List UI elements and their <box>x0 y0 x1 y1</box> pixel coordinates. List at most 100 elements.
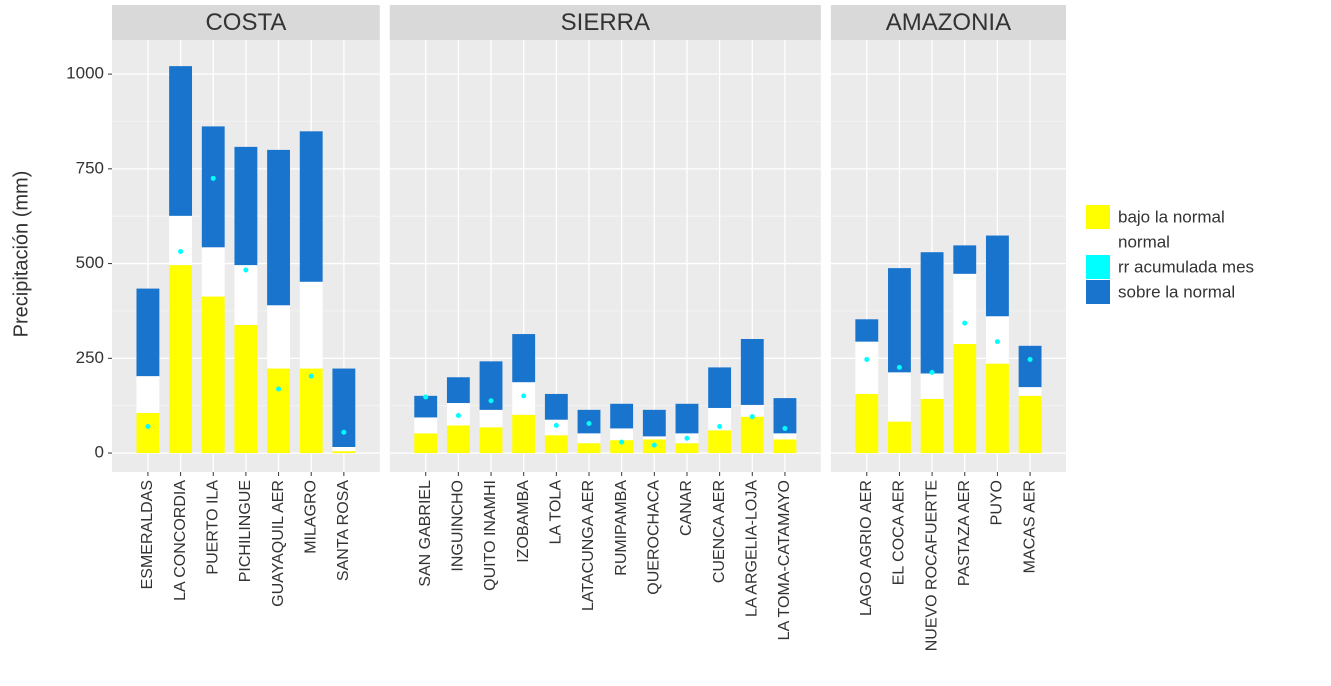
bar-segment <box>675 443 699 454</box>
bar-segment <box>610 428 634 441</box>
x-tick-label: CANAR <box>678 480 695 536</box>
bar-segment <box>414 417 438 434</box>
bar-segment <box>610 403 634 429</box>
legend-key <box>1086 255 1110 279</box>
bar-segment <box>169 215 193 266</box>
point <box>896 364 902 370</box>
x-tick-label: SAN GABRIEL <box>417 480 434 587</box>
bar-segment <box>234 265 258 325</box>
bar-segment <box>985 363 1009 454</box>
bar-segment <box>920 398 944 454</box>
bar-segment <box>267 368 290 454</box>
bar-segment <box>234 324 258 454</box>
bar-segment <box>332 446 356 452</box>
legend-key <box>1086 205 1110 229</box>
bar-segment <box>708 367 732 408</box>
bar-segment <box>953 343 977 454</box>
bar-segment <box>201 296 225 454</box>
x-tick-label: INGUINCHO <box>450 480 467 572</box>
facet-title: COSTA <box>205 9 286 36</box>
bar-segment <box>675 403 699 434</box>
x-tick-label: PUERTO ILA <box>204 480 221 575</box>
bar-segment <box>642 409 666 437</box>
bar-segment <box>577 443 601 454</box>
bar-segment <box>512 334 536 383</box>
bar-segment <box>1018 387 1042 396</box>
bar-segment <box>610 440 634 454</box>
bar-segment <box>414 395 438 418</box>
bar-segment <box>267 149 290 306</box>
point <box>243 267 249 273</box>
bar-segment <box>1018 395 1042 454</box>
bar-segment <box>888 268 911 373</box>
bar-segment <box>169 66 193 216</box>
bar-segment <box>544 435 568 454</box>
point <box>521 393 527 399</box>
bar-segment <box>234 146 258 266</box>
x-tick-label: QUITO INAMHI <box>482 480 499 591</box>
x-tick-label: EL COCA AER <box>891 480 908 585</box>
bar-segment <box>136 412 160 454</box>
bar-segment <box>299 368 323 454</box>
x-tick-label: LA TOLA <box>548 480 565 545</box>
bar-segment <box>267 305 290 369</box>
point <box>962 320 968 326</box>
x-tick-label: QUEROCHACA <box>646 480 663 595</box>
legend-label: normal <box>1118 232 1170 251</box>
legend-label: sobre la normal <box>1118 282 1235 301</box>
bar-segment <box>479 409 503 428</box>
x-tick-label: ESMERALDAS <box>139 480 156 589</box>
point <box>488 398 494 404</box>
x-tick-label: MACAS AER <box>1021 480 1038 573</box>
bar-segment <box>740 404 764 417</box>
point <box>749 414 755 420</box>
point <box>553 422 559 428</box>
facet-strip <box>389 5 821 40</box>
facet-strip <box>112 5 380 40</box>
y-tick-label: 1000 <box>66 64 104 83</box>
facet-title: SIERRA <box>561 9 650 36</box>
point <box>276 386 282 392</box>
x-tick-label: RUMIPAMBA <box>613 480 630 576</box>
y-tick-label: 250 <box>76 348 104 367</box>
point <box>619 439 625 445</box>
y-tick-label: 0 <box>95 443 104 462</box>
point <box>210 175 216 181</box>
x-tick-label: PUYO <box>989 480 1006 525</box>
x-tick-label: PASTAZA AER <box>956 480 973 586</box>
bar-segment <box>446 377 470 404</box>
x-tick-label: IZOBAMBA <box>515 480 532 563</box>
point <box>651 442 657 448</box>
point <box>929 369 935 375</box>
x-tick-label: LA ARGELIA-LOJA <box>744 480 761 617</box>
bar-segment <box>953 273 977 344</box>
x-tick-label: NUEVO ROCAFUERTE <box>923 480 940 651</box>
bar-segment <box>201 126 225 248</box>
bar-segment <box>1018 345 1042 388</box>
bar-segment <box>479 427 503 454</box>
legend-key <box>1086 280 1110 304</box>
bar-segment <box>136 376 160 413</box>
bar-segment <box>414 433 438 454</box>
x-tick-label: GUAYAQUIL AER <box>270 480 287 607</box>
bar-segment <box>773 433 797 440</box>
bar-segment <box>773 439 797 454</box>
point <box>423 394 429 400</box>
bar-segment <box>479 361 503 410</box>
bar-segment <box>201 247 225 297</box>
bar-segment <box>888 421 911 454</box>
bar-segment <box>740 416 764 454</box>
y-tick-label: 500 <box>76 253 104 272</box>
bar-segment <box>136 288 160 377</box>
bar-segment <box>920 373 944 399</box>
point <box>994 339 1000 345</box>
legend-label: rr acumulada mes <box>1118 257 1254 276</box>
point <box>684 435 690 441</box>
bar-segment <box>888 372 911 422</box>
bar-segment <box>708 407 732 431</box>
bar-segment <box>544 393 568 420</box>
point <box>308 373 314 379</box>
point <box>178 248 184 254</box>
x-tick-label: CUENCA AER <box>711 480 728 583</box>
